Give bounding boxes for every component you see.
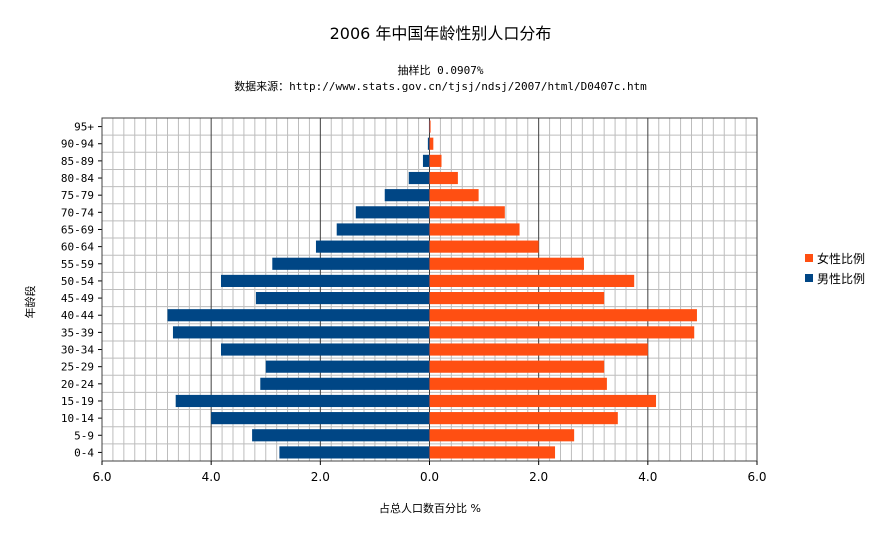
y-tick-label: 80-84 — [61, 172, 94, 185]
legend-label-male: 男性比例 — [817, 271, 866, 286]
y-tick-label: 45-49 — [61, 292, 94, 305]
bar-male-85-89 — [422, 154, 430, 167]
y-tick-label: 35-39 — [61, 326, 94, 339]
bar-female-75-79 — [429, 189, 479, 202]
bar-female-70-74 — [429, 206, 505, 219]
chart-subtitle-sampling: 抽样比 0.0907% — [397, 64, 484, 77]
legend-label-female: 女性比例 — [817, 251, 866, 266]
x-tick-label: 2.0 — [529, 470, 548, 484]
bar-male-75-79 — [384, 189, 430, 202]
y-tick-label: 50-54 — [61, 275, 94, 288]
legend-swatch-male — [805, 274, 813, 282]
bar-female-90-94 — [429, 137, 434, 150]
x-tick-label: 6.0 — [747, 470, 766, 484]
chart-subtitle-source: 数据来源：http://www.stats.gov.cn/tjsj/ndsj/2… — [234, 80, 647, 93]
bar-female-45-49 — [429, 292, 605, 305]
bar-female-60-64 — [429, 240, 539, 253]
bar-male-35-39 — [172, 326, 430, 339]
y-tick-label: 25-29 — [61, 361, 94, 374]
y-tick-label: 60-64 — [61, 241, 94, 254]
y-tick-label: 90-94 — [61, 138, 94, 151]
bar-female-15-19 — [429, 394, 657, 408]
legend-swatch-female — [805, 254, 813, 262]
bar-male-50-54 — [220, 274, 430, 287]
bar-female-10-14 — [429, 412, 618, 425]
bar-male-30-34 — [220, 343, 430, 356]
legend: 女性比例 男性比例 — [805, 248, 865, 288]
y-tick-label: 55-59 — [61, 258, 94, 271]
y-tick-label: 95+ — [74, 121, 94, 134]
bar-male-45-49 — [255, 292, 430, 305]
bar-female-40-44 — [429, 309, 697, 322]
y-tick-label: 30-34 — [61, 344, 94, 357]
bar-male-95+ — [428, 120, 430, 133]
x-tick-label: 0.0 — [420, 470, 439, 484]
bar-male-40-44 — [167, 309, 430, 322]
bar-male-80-84 — [408, 171, 430, 185]
chart-title: 2006 年中国年龄性别人口分布 — [329, 24, 552, 43]
bar-male-70-74 — [355, 206, 430, 219]
y-tick-label: 70-74 — [61, 206, 94, 219]
bar-female-35-39 — [429, 326, 695, 339]
bar-male-10-14 — [211, 412, 430, 425]
bar-female-25-29 — [429, 360, 605, 373]
bar-female-95+ — [429, 120, 431, 133]
x-tick-label: 6.0 — [92, 470, 111, 484]
bar-male-90-94 — [427, 137, 430, 150]
bar-male-5-9 — [252, 429, 430, 442]
bar-female-5-9 — [429, 429, 575, 442]
bar-female-85-89 — [429, 154, 442, 167]
y-tick-label: 20-24 — [61, 378, 94, 391]
y-tick-label: 15-19 — [61, 395, 94, 408]
bar-male-60-64 — [315, 240, 430, 253]
bar-female-20-24 — [429, 377, 607, 390]
y-tick-label: 10-14 — [61, 412, 94, 425]
y-tick-label: 75-79 — [61, 189, 94, 202]
y-tick-label: 40-44 — [61, 309, 94, 322]
legend-item-female: 女性比例 — [805, 248, 865, 268]
bar-male-25-29 — [265, 360, 430, 373]
bar-male-20-24 — [260, 377, 430, 390]
x-tick-label: 4.0 — [202, 470, 221, 484]
bar-female-65-69 — [429, 223, 520, 236]
bar-female-30-34 — [429, 343, 648, 356]
y-tick-label: 65-69 — [61, 223, 94, 236]
y-tick-label: 85-89 — [61, 155, 94, 168]
y-tick-label: 5-9 — [74, 429, 94, 442]
bar-male-15-19 — [175, 394, 430, 408]
bar-female-0-4 — [429, 446, 556, 459]
x-axis-title: 占总人口数百分比 % — [379, 502, 481, 515]
bar-male-0-4 — [279, 446, 430, 459]
x-tick-label: 2.0 — [311, 470, 330, 484]
bar-female-55-59 — [429, 257, 584, 270]
x-tick-label: 4.0 — [638, 470, 657, 484]
bar-female-50-54 — [429, 274, 635, 287]
legend-item-male: 男性比例 — [805, 268, 865, 288]
bar-female-80-84 — [429, 171, 458, 185]
bar-male-55-59 — [272, 257, 430, 270]
bar-male-65-69 — [336, 223, 430, 236]
y-axis-title: 年龄段 — [24, 285, 37, 319]
y-tick-label: 0-4 — [74, 446, 94, 459]
